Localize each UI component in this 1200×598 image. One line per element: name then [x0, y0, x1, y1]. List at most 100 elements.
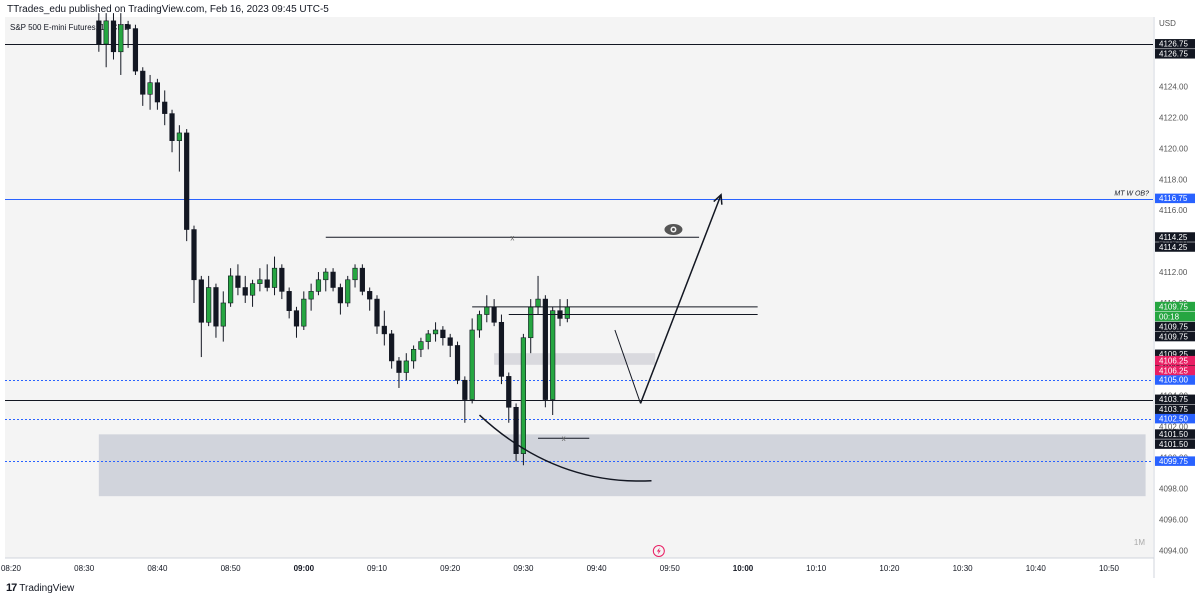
time-tick-label: 08:40 [147, 564, 168, 573]
price-tag-label: 4114.25 [1159, 243, 1188, 252]
candle-body [315, 279, 322, 292]
candle-body [403, 360, 409, 373]
candle-body [381, 325, 387, 335]
price-tag-label: 4101.50 [1159, 430, 1188, 439]
line-marker: x [562, 434, 566, 443]
candle-body [154, 82, 161, 103]
price-tick-label: 4112.00 [1159, 268, 1188, 277]
arrow-head [713, 193, 723, 205]
candle-body [418, 341, 424, 350]
candle-body [323, 271, 329, 281]
price-tag-label: 4103.75 [1159, 405, 1188, 414]
candle-body [110, 20, 117, 53]
candle-body [410, 349, 417, 362]
candle-body [506, 376, 512, 408]
candle-body [374, 298, 380, 327]
price-tag [1155, 365, 1195, 376]
candle-body [228, 275, 234, 304]
price-tag [1155, 301, 1195, 312]
candle-body [359, 267, 365, 292]
time-axis [5, 558, 1153, 578]
candle-body [242, 287, 248, 296]
candle-body [469, 329, 475, 400]
price-tick-label: 4094.00 [1159, 546, 1188, 555]
candle-body [249, 283, 256, 296]
price-tag [1155, 242, 1195, 252]
candle-body [476, 314, 483, 331]
candle-body [271, 267, 278, 288]
price-tick-label: 4122.00 [1159, 113, 1188, 122]
candle-body [440, 329, 446, 339]
candle-body [513, 406, 519, 454]
price-tag-label: 4099.75 [1159, 457, 1188, 466]
price-tag [1155, 375, 1195, 385]
time-tick-label: 10:00 [733, 564, 754, 573]
price-tag [1155, 456, 1195, 466]
price-tag-label: 4103.75 [1159, 395, 1188, 404]
candle-body [198, 279, 204, 323]
candle-body [162, 101, 168, 114]
candle-body [462, 379, 468, 400]
lightning-icon [656, 547, 661, 555]
candle-body [337, 287, 344, 304]
price-tag-label: 4109.75 [1159, 322, 1188, 331]
zone-0 [98, 434, 1146, 497]
price-axis [1154, 17, 1200, 578]
price-tag-label: 4101.50 [1159, 440, 1188, 449]
price-tick-label: 4102.00 [1159, 423, 1188, 432]
candle-body [520, 337, 526, 454]
time-tick-label: 10:30 [953, 564, 974, 573]
currency-label: USD [1159, 19, 1176, 28]
price-tick-label: 4116.00 [1159, 206, 1188, 215]
price-tag-label: 4126.75 [1159, 40, 1188, 49]
price-tick-label: 4124.00 [1159, 83, 1188, 92]
time-tick-label: 10:10 [806, 564, 827, 573]
price-tag [1155, 355, 1195, 366]
interval-label: 1M [1134, 538, 1145, 547]
candle-body [184, 132, 190, 230]
candle-body [286, 291, 292, 311]
time-tick-label: 09:10 [367, 564, 388, 573]
candle-body [176, 132, 182, 141]
candle-body [550, 310, 556, 400]
time-tick-label: 10:50 [1099, 564, 1120, 573]
price-tag-label: 4109.25 [1159, 350, 1188, 359]
candle-body [535, 298, 541, 308]
candle-body [125, 24, 131, 29]
candle-body [454, 345, 461, 381]
price-tag [1155, 193, 1195, 204]
time-tick-label: 10:20 [879, 564, 900, 573]
symbol-title: S&P 500 E-mini Futures, 1 · CME [10, 23, 129, 32]
time-tick-label: 08:30 [74, 564, 95, 573]
candle-body [484, 306, 490, 315]
price-tag-label: 4116.75 [1159, 194, 1188, 203]
price-tag-label: 4114.25 [1159, 233, 1188, 242]
candle-body [257, 279, 263, 284]
price-tag [1155, 49, 1195, 59]
candle-body [389, 333, 395, 362]
candle-body [396, 360, 402, 373]
time-tick-label: 08:20 [1, 564, 22, 573]
candle-body [169, 113, 175, 141]
level-note: MT W OB? [1114, 191, 1149, 198]
candle-body [279, 267, 285, 292]
price-tag [1155, 331, 1195, 342]
footer-brand: TradingView [19, 582, 75, 594]
candle-body [330, 271, 336, 288]
price-tag [1155, 321, 1195, 332]
candle-body [235, 275, 241, 288]
price-tag [1155, 349, 1195, 360]
candle-body [345, 279, 351, 304]
trend-line [614, 329, 641, 404]
candle-body [491, 306, 497, 323]
candle-body [147, 82, 153, 95]
price-tag-label: 4109.75 [1159, 332, 1188, 341]
candle-body [103, 20, 109, 45]
candle-body [308, 291, 314, 300]
price-tag [1155, 439, 1195, 449]
time-tick-label: 09:50 [660, 564, 681, 573]
price-tag-label: 4109.75 [1159, 302, 1188, 311]
candle-body [367, 291, 373, 300]
time-tick-label: 09:00 [294, 564, 315, 573]
